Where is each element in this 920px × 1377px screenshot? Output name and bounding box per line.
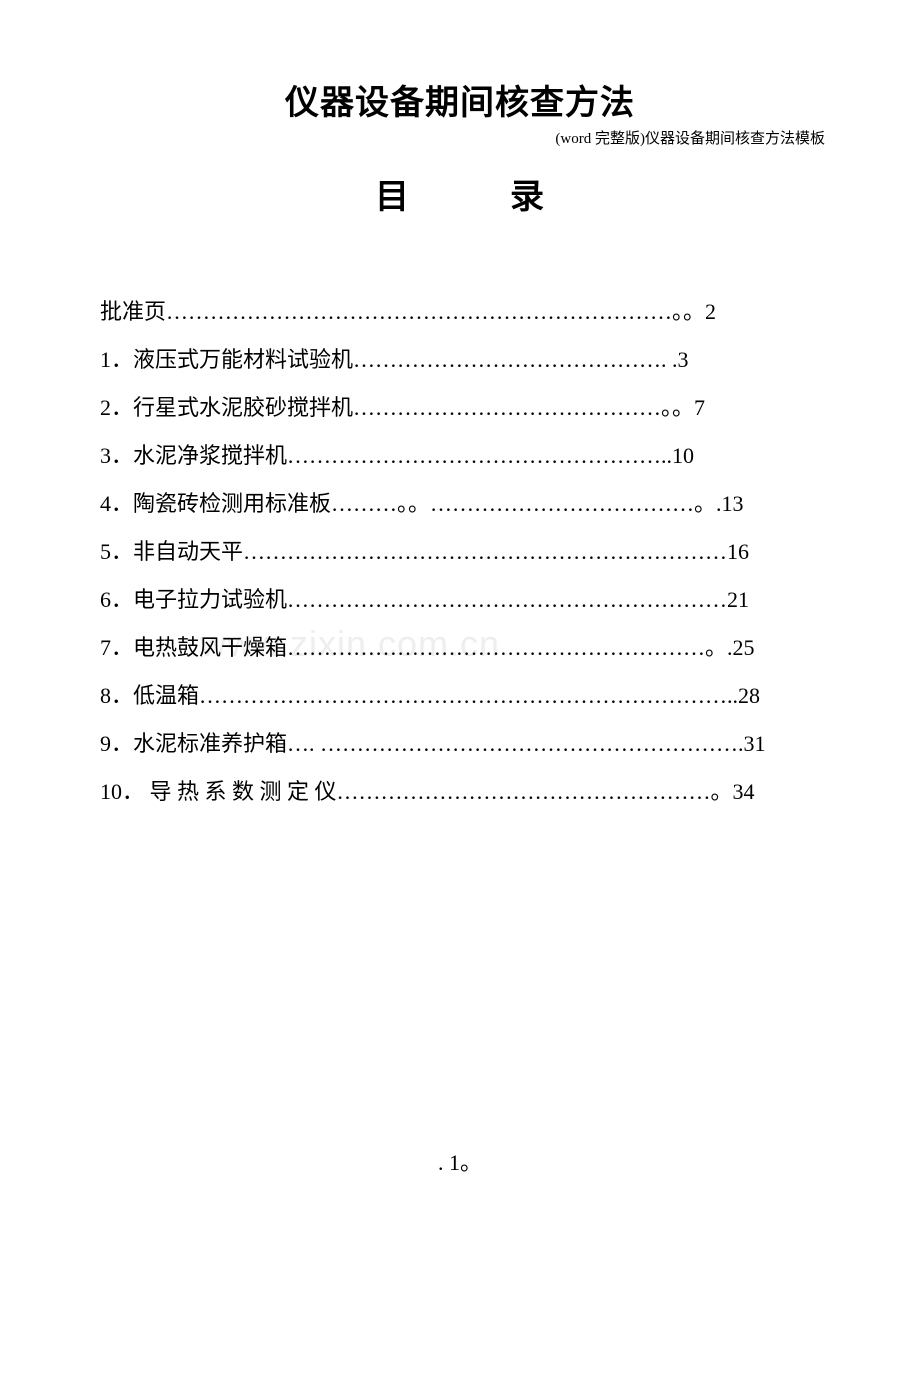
toc-item-label: 批准页 (100, 288, 166, 336)
toc-item: 批准页 ……………………………………………………………。。 2 (100, 288, 825, 336)
toc-item-label: 1．液压式万能材料试验机 (100, 336, 353, 384)
toc-list: 批准页 ……………………………………………………………。。 2 1．液压式万能材… (0, 288, 920, 816)
toc-item-page: 21 (727, 576, 749, 624)
toc-item-dots: ……………………………………………………………….. (199, 672, 738, 720)
toc-item-page: 7 (694, 384, 705, 432)
toc-item-label: 9．水泥标准养护箱 (100, 720, 287, 768)
header-note: (word 完整版)仪器设备期间核查方法模板 (555, 127, 825, 148)
toc-item: 1．液压式万能材料试验机 ……………………………………. . 3 (100, 336, 825, 384)
toc-item-dots: …………………………………………….. (287, 432, 672, 480)
toc-item-label: 8．低温箱 (100, 672, 199, 720)
toc-item-label: 4．陶瓷砖检测用标准板 (100, 480, 331, 528)
toc-item: 7．电热鼓风干燥箱 …………………………………………………。. 25 (100, 624, 825, 672)
toc-item-dots: …………………………………………………… (287, 576, 727, 624)
toc-item-page: 13 (722, 480, 744, 528)
toc-item: 4．陶瓷砖检测用标准板 ………。。………………………………。. 13 (100, 480, 825, 528)
toc-heading-left: 目 (375, 179, 410, 216)
toc-item-dots: ……………………………………………………………。。 (166, 288, 705, 336)
toc-heading: 目录 (0, 169, 920, 218)
toc-item-dots: ……………………………………. . (353, 336, 678, 384)
toc-item-label: 3．水泥净浆搅拌机 (100, 432, 287, 480)
toc-item-page: 28 (738, 672, 760, 720)
toc-item-page: 2 (705, 288, 716, 336)
toc-item-page: 25 (733, 624, 755, 672)
toc-item: 9．水泥标准养护箱 …. …………………………………………………. 31 (100, 720, 825, 768)
toc-item-dots: ……………………………………。。 (353, 384, 694, 432)
toc-item-page: 34 (733, 768, 755, 816)
toc-item: 8．低温箱 ……………………………………………………………….. 28 (100, 672, 825, 720)
toc-item: 5．非自动天平 ………………………………………………………… 16 (100, 528, 825, 576)
toc-item-label: 5．非自动天平 (100, 528, 243, 576)
main-title: 仪器设备期间核查方法 (0, 75, 920, 124)
toc-item: 3．水泥净浆搅拌机 …………………………………………….. 10 (100, 432, 825, 480)
toc-item-page: 16 (727, 528, 749, 576)
toc-item: 2．行星式水泥胶砂搅拌机 ……………………………………。。 7 (100, 384, 825, 432)
toc-item-label: 6．电子拉力试验机 (100, 576, 287, 624)
toc-item-label: 7．电热鼓风干燥箱 (100, 624, 287, 672)
toc-item-dots: …. …………………………………………………. (287, 720, 744, 768)
document-content: (word 完整版)仪器设备期间核查方法模板 仪器设备期间核查方法 目录 批准页… (0, 75, 920, 816)
toc-item-label: 2．行星式水泥胶砂搅拌机 (100, 384, 353, 432)
toc-item: 10． 导 热 系 数 测 定 仪 ……………………………………………。 34 (100, 768, 825, 816)
toc-item-page: 3 (678, 336, 689, 384)
toc-item-dots: ………。。………………………………。. (331, 480, 722, 528)
toc-item-dots: ………………………………………………………… (243, 528, 727, 576)
page-number: . 1。 (0, 1145, 920, 1177)
toc-item-page: 31 (744, 720, 766, 768)
toc-item-label: 10． 导 热 系 数 测 定 仪 (100, 768, 337, 816)
toc-item-page: 10 (672, 432, 694, 480)
toc-item-dots: ……………………………………………。 (337, 768, 733, 816)
toc-item-dots: …………………………………………………。. (287, 624, 733, 672)
toc-heading-right: 录 (510, 179, 545, 216)
toc-item: 6．电子拉力试验机 …………………………………………………… 21 (100, 576, 825, 624)
